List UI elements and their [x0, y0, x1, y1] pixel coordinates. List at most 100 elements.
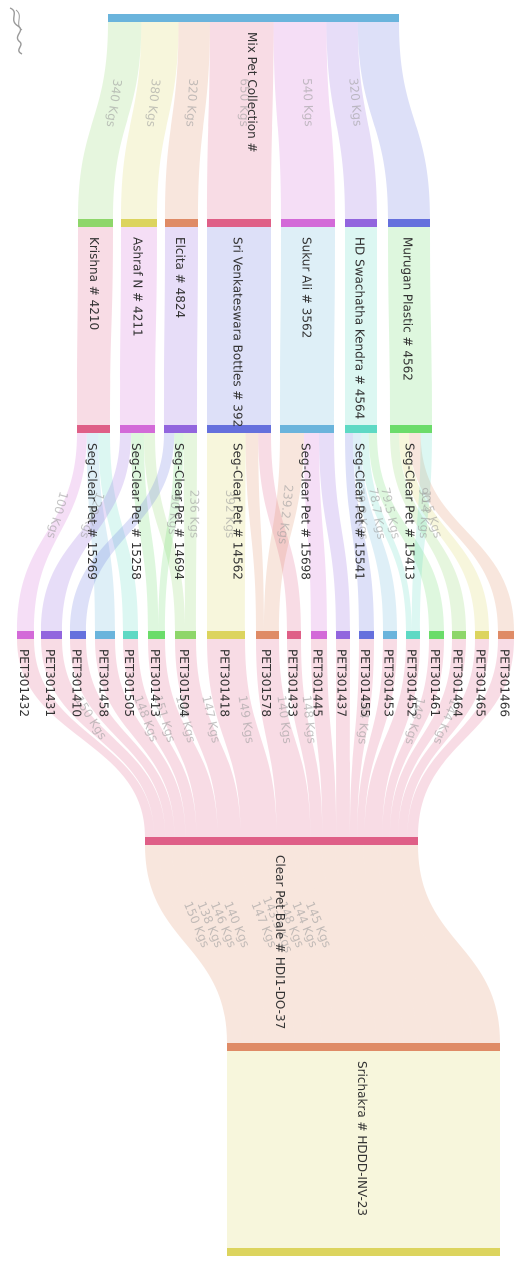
- flow-link-mur-s413[interactable]: [388, 227, 432, 425]
- flow-link-mix-sri[interactable]: [207, 22, 274, 219]
- node-bar-s269[interactable]: [77, 425, 110, 433]
- flow-link-s413-p465[interactable]: [399, 433, 489, 631]
- flow-link-hds-s541[interactable]: [345, 227, 377, 425]
- flow-link-bale-srin[interactable]: [307, 845, 404, 1043]
- flow-link-mix-mur[interactable]: [357, 22, 430, 219]
- flow-link-s698-p437[interactable]: [319, 433, 350, 631]
- node-bar-p455[interactable]: [359, 631, 374, 639]
- flow-link-mix-elc[interactable]: [165, 22, 210, 219]
- node-bar-suk[interactable]: [281, 219, 335, 227]
- flow-link-s541-p461[interactable]: [368, 433, 444, 631]
- flow-link-elc-s694[interactable]: [164, 227, 198, 425]
- flow-link-srin-end[interactable]: [227, 1051, 500, 1248]
- node-bar-p437[interactable]: [336, 631, 350, 639]
- node-bar-p432[interactable]: [17, 631, 34, 639]
- flow-link-p458-bale[interactable]: [95, 639, 186, 837]
- node-bar-p464[interactable]: [452, 631, 466, 639]
- node-bar-end[interactable]: [227, 1248, 500, 1256]
- flow-link-s258-p431[interactable]: [41, 433, 132, 631]
- flow-link-suk-s698[interactable]: [280, 227, 335, 425]
- flow-link-s541-p452[interactable]: [360, 433, 412, 631]
- flow-link-bale-srin[interactable]: [145, 845, 242, 1043]
- node-bar-s413[interactable]: [390, 425, 432, 433]
- flow-link-s694-p413[interactable]: [158, 433, 184, 631]
- flow-link-ash-s258[interactable]: [120, 227, 157, 425]
- flow-link-sri-s562[interactable]: [207, 227, 271, 425]
- flow-link-p433-bale[interactable]: [287, 639, 323, 837]
- flow-link-bale-srin[interactable]: [212, 845, 309, 1043]
- flow-link-s698-p578[interactable]: [264, 433, 304, 631]
- node-bar-elc[interactable]: [165, 219, 198, 227]
- node-bar-p413[interactable]: [148, 631, 165, 639]
- flow-link-bale-srin[interactable]: [267, 845, 363, 1043]
- flow-link-s258-p504[interactable]: [143, 433, 186, 631]
- flow-link-bale-srin[interactable]: [185, 845, 281, 1043]
- node-bar-srin[interactable]: [227, 1043, 500, 1051]
- flow-link-s698-p445[interactable]: [303, 433, 327, 631]
- flow-link-p418-bale[interactable]: [207, 639, 277, 837]
- flow-link-p413-bale[interactable]: [148, 639, 218, 837]
- flow-link-s562-p578[interactable]: [245, 433, 265, 631]
- node-bar-ash[interactable]: [121, 219, 157, 227]
- flow-link-bale-srin[interactable]: [226, 845, 322, 1043]
- node-bar-mur[interactable]: [388, 219, 430, 227]
- node-bar-kri[interactable]: [78, 219, 113, 227]
- flow-link-s562-p433[interactable]: [258, 433, 301, 631]
- node-bar-s562[interactable]: [207, 425, 271, 433]
- flow-link-p437-bale[interactable]: [336, 639, 350, 837]
- node-bar-p461[interactable]: [429, 631, 444, 639]
- flow-link-p455-bale[interactable]: [349, 639, 374, 837]
- flow-link-s541-p453[interactable]: [352, 433, 397, 631]
- node-bar-p431[interactable]: [41, 631, 62, 639]
- flow-link-mix-hds[interactable]: [326, 22, 377, 219]
- flow-link-s541-p455[interactable]: [345, 433, 374, 631]
- node-bar-s694[interactable]: [164, 425, 197, 433]
- flow-link-bale-srin[interactable]: [321, 845, 418, 1043]
- node-bar-p504[interactable]: [175, 631, 196, 639]
- flow-link-s258-p413[interactable]: [131, 433, 159, 631]
- node-bar-p418[interactable]: [207, 631, 245, 639]
- flow-link-bale-srin[interactable]: [159, 845, 254, 1043]
- flow-link-bale-srin[interactable]: [239, 845, 336, 1043]
- flow-link-p464-bale[interactable]: [389, 639, 466, 837]
- flow-link-bale-srin[interactable]: [253, 845, 350, 1043]
- node-bar-p466[interactable]: [498, 631, 514, 639]
- flow-link-p465-bale[interactable]: [398, 639, 489, 837]
- flow-link-p461-bale[interactable]: [382, 639, 444, 837]
- flow-link-mix-ash[interactable]: [121, 22, 179, 219]
- flow-link-p505-bale[interactable]: [123, 639, 197, 837]
- flow-link-p432-bale[interactable]: [17, 639, 155, 837]
- node-bar-p505[interactable]: [123, 631, 138, 639]
- flow-link-s413-p452[interactable]: [411, 433, 432, 631]
- flow-link-p466-bale[interactable]: [407, 639, 514, 837]
- node-bar-p452[interactable]: [406, 631, 420, 639]
- flow-link-bale-srin[interactable]: [294, 845, 390, 1043]
- flow-link-kri-s269[interactable]: [77, 227, 113, 425]
- flow-link-bale-srin[interactable]: [363, 845, 460, 1043]
- node-bar-mix[interactable]: [108, 14, 399, 22]
- flow-link-s269-p505[interactable]: [98, 433, 138, 631]
- node-bar-hds[interactable]: [345, 219, 377, 227]
- flow-link-s269-p458[interactable]: [86, 433, 115, 631]
- flow-link-s413-p466[interactable]: [409, 433, 514, 631]
- flow-link-p431-bale[interactable]: [41, 639, 166, 837]
- node-bar-p445[interactable]: [311, 631, 327, 639]
- node-bar-p458[interactable]: [95, 631, 115, 639]
- node-bar-s541[interactable]: [345, 425, 377, 433]
- flow-link-bale-srin[interactable]: [335, 845, 432, 1043]
- flow-link-bale-srin[interactable]: [198, 845, 295, 1043]
- flow-link-p445-bale[interactable]: [311, 639, 337, 837]
- flow-link-bale-srin[interactable]: [377, 845, 472, 1043]
- node-bar-p465[interactable]: [475, 631, 489, 639]
- node-bar-bale[interactable]: [145, 837, 418, 845]
- node-bar-s258[interactable]: [120, 425, 155, 433]
- flow-link-s413-p464[interactable]: [390, 433, 466, 631]
- flow-link-p504-bale[interactable]: [175, 639, 241, 837]
- flow-link-mix-suk[interactable]: [273, 22, 335, 219]
- flow-link-s269-p432[interactable]: [17, 433, 87, 631]
- node-bar-sri[interactable]: [207, 219, 271, 227]
- flow-link-bale-srin[interactable]: [389, 845, 500, 1043]
- flow-link-s694-p504[interactable]: [183, 433, 197, 631]
- node-bar-s698[interactable]: [280, 425, 334, 433]
- flow-link-p578-bale[interactable]: [256, 639, 311, 837]
